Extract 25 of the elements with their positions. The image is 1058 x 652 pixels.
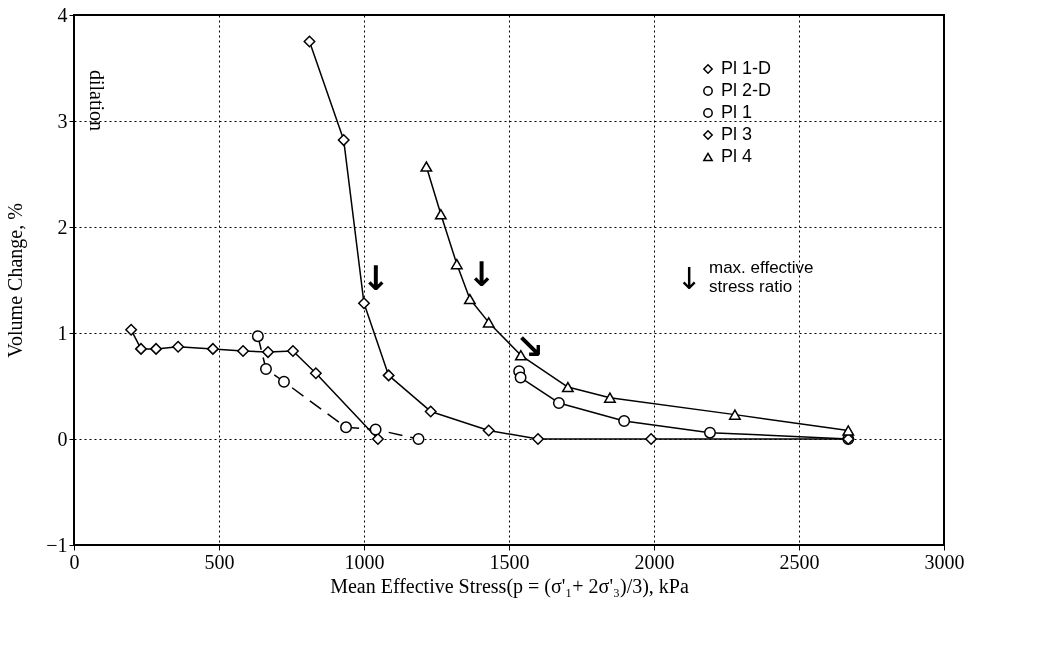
annotation: ↓ [467, 254, 497, 295]
x-axis-title: Mean Effective Stress(p = (σ'₁+ 2σ'₃)/3), kPa [330, 574, 689, 598]
legend-label: Pl 2-D [721, 80, 772, 100]
y-tick-label: 2 [57, 215, 68, 238]
annotation: dilation [86, 70, 108, 132]
y-tick-label: 4 [57, 3, 68, 26]
annotation: ↓ [361, 258, 391, 299]
legend-label: Pl 1-D [721, 58, 772, 78]
legend-label: Pl 4 [721, 146, 753, 166]
y-tick-label: 0 [57, 427, 68, 450]
annotation: max. effective stress ratio [709, 258, 814, 296]
y-tick-label: −1 [46, 533, 68, 556]
x-tick-label: 1500 [489, 550, 530, 573]
annotation: ↘ [515, 326, 544, 367]
y-tick-label: 1 [57, 321, 68, 344]
x-tick-label: 500 [204, 550, 235, 573]
y-tick-label: 3 [57, 109, 68, 132]
annotation: ↓ [676, 261, 702, 296]
legend-label: Pl 3 [721, 124, 753, 144]
y-axis-title: Volume Change, % [4, 203, 28, 358]
x-tick-label: 2500 [779, 550, 820, 573]
x-tick-label: 1000 [344, 550, 385, 573]
legend-label: Pl 1 [721, 102, 753, 122]
x-tick-label: 2000 [634, 550, 675, 573]
x-tick-label: 3000 [924, 550, 965, 573]
